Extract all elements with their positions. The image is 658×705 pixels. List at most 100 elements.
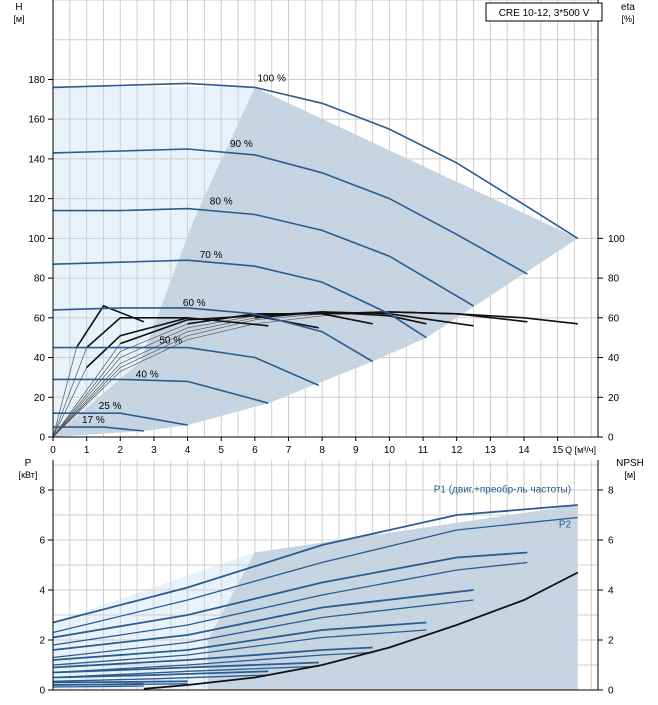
efficiency-curve-bold [75,304,145,349]
chart-title: CRE 10-12, 3*500 V [499,8,590,19]
x-tick-label: 10 [384,445,396,456]
efficiency-curve-bold [254,311,474,327]
y-tick-label-right: 4 [608,586,614,597]
head-curve [53,378,269,404]
y-tick-label-right: 100 [608,234,625,245]
y-tick-label-left: 120 [28,194,45,205]
y-tick-label-left: 6 [39,536,45,547]
head-curve [53,207,474,307]
p2-curve [52,629,427,666]
head-curve [53,412,188,426]
p2-curve [52,561,528,646]
y-tick-label-left: 8 [39,486,45,497]
x-tick-label: 4 [185,445,191,456]
y-axis-label-right: eta [621,2,635,13]
efficiency-curve-bold [187,313,373,325]
y-tick-label-left: 180 [28,75,45,86]
efficiency-curve-bold [86,317,188,349]
p1-curve [52,670,269,679]
p1-curve [52,621,427,661]
x-tick-label: 8 [319,445,325,456]
y-tick-label-right: 80 [608,274,620,285]
y-axis-label-left: P [25,458,32,469]
head-curve-label: 25 % [99,401,122,412]
p1-curve [52,680,188,684]
x-tick-label: 7 [286,445,292,456]
head-curve-label: 100 % [257,73,285,84]
head-curve-label: 70 % [200,250,223,261]
x-axis-label: Q [м³/ч] [565,445,596,455]
head-curve-label: 80 % [210,197,233,208]
x-tick-label: 12 [451,445,463,456]
y-tick-label-right: 0 [608,686,614,697]
y-tick-label-left: 20 [34,393,46,404]
y-axis-unit-left: [кВт] [19,470,38,480]
y-axis-unit-right: [%] [621,14,634,24]
x-tick-label: 0 [50,445,56,456]
power-panel: 0 2 4 6 8 0 2 4 6 8 P[кВт] NPSH[м] P1 (двиг.+преобр-… [19,458,644,697]
head-curve [52,307,374,363]
head-panel: 100 %90 %80 %70 %60 %50 %40 %25 %17 %020… [13,0,635,456]
y-tick-label-left: 100 [28,234,45,245]
y-tick-label-left: 160 [28,115,45,126]
y-axis-label-right: NPSH [616,458,644,469]
y-axis-unit-left: [м] [13,14,24,24]
y-tick-label-right: 20 [608,393,620,404]
y-tick-label-left: 4 [39,586,45,597]
x-tick-label: 14 [518,445,530,456]
y-tick-label-right: 8 [608,486,614,497]
y-tick-label-left: 0 [39,686,45,697]
head-curve [53,346,320,387]
head-curve-label: 50 % [159,336,182,347]
p2-curve [52,685,144,688]
y-tick-label-left: 40 [34,353,46,364]
p2-curve [52,665,319,679]
p1-curve [52,661,319,674]
p2-label: P2 [559,520,572,531]
y-tick-label-left: 0 [39,433,45,444]
head-curve [52,259,427,339]
head-curve [52,82,579,240]
head-curve-label: 60 % [183,298,206,309]
x-tick-label: 1 [84,445,90,456]
y-axis-unit-right: [м] [624,470,635,480]
p1-curve [52,682,144,686]
p2-curve [52,651,373,674]
npsh-curve [143,571,579,690]
head-curve-label: 40 % [136,369,159,380]
title-box: CRE 10-12, 3*500 V [485,2,603,22]
y-tick-label-left: 140 [28,154,45,165]
head-curve-label: 90 % [230,139,253,150]
y-tick-label-right: 2 [608,636,614,647]
y-tick-label-left: 2 [39,636,45,647]
x-tick-label: 3 [151,445,157,456]
p2-curve [52,516,578,634]
y-axis-label-left: H [15,2,22,13]
p1-label: P1 (двиг.+преобр-ль частоты) [434,484,571,496]
y-tick-label-left: 60 [34,313,46,324]
x-tick-label: 5 [218,445,224,456]
y-tick-label-left: 80 [34,274,46,285]
x-tick-label: 6 [252,445,258,456]
p1-curve [52,551,528,639]
x-tick-label: 9 [353,445,359,456]
y-tick-label-right: 40 [608,353,620,364]
x-tick-label: 2 [118,445,124,456]
p1-curve [52,589,474,651]
x-tick-label: 13 [485,445,497,456]
head-curve [53,426,144,432]
head-curve-label: 17 % [82,415,105,426]
y-tick-label-right: 6 [608,536,614,547]
efficiency-curve-bold [86,316,269,369]
y-tick-label-right: 0 [608,433,614,444]
head-curve [52,148,528,275]
p2-curve [52,599,474,659]
p1-curve [52,646,373,669]
p2-curve [52,674,269,682]
x-tick-label: 11 [418,445,429,456]
p1-curve [52,504,578,624]
y-tick-label-right: 60 [608,313,620,324]
x-tick-label: 15 [552,445,564,456]
